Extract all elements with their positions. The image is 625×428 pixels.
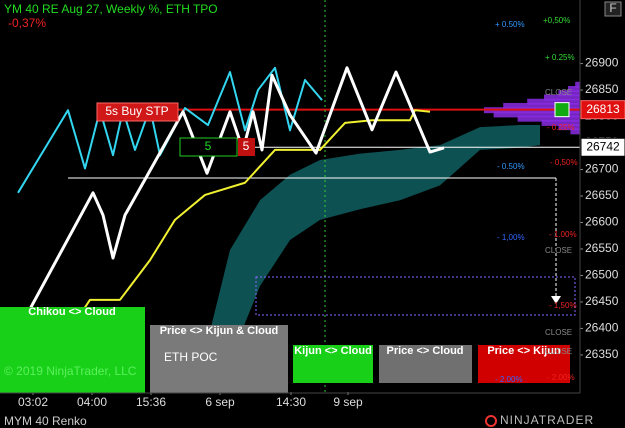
price-marker-label: 26742: [586, 139, 620, 153]
signal-label: Chikou <> Cloud: [28, 306, 115, 318]
position-icon: [554, 102, 570, 118]
y-tick-label: 26500: [585, 268, 619, 282]
profile-bar: [558, 124, 580, 131]
x-tick-label: 15:36: [136, 395, 166, 409]
y-tick-label: 26450: [585, 294, 619, 308]
percent-label: - 0.50%: [497, 162, 525, 171]
x-tick-label: 14:30: [276, 395, 306, 409]
percent-label: - 0.25%: [547, 123, 575, 132]
y-tick-label: 26700: [585, 162, 619, 176]
y-tick-label: 26650: [585, 188, 619, 202]
profile-bar: [544, 94, 580, 101]
y-tick-label: 26600: [585, 215, 619, 229]
price-marker-label: 26813: [586, 102, 620, 116]
x-tick-label: 04:00: [77, 395, 107, 409]
profile-bar: [493, 111, 580, 118]
percent-label: - 2.00%: [547, 373, 575, 382]
percent-label: + 0.50%: [495, 20, 525, 29]
signal-label: Price <> Kijun: [487, 345, 561, 357]
order-fill-box[interactable]: [238, 138, 255, 156]
logo-icon: [485, 415, 497, 427]
signal-box: [293, 345, 373, 383]
button[interactable]: [604, 1, 622, 17]
signal-box: [0, 307, 145, 393]
profile-bar: [527, 98, 580, 105]
instrument: MYM 40 Renko: [4, 414, 87, 428]
chart-subtitle: -0,37%: [8, 16, 46, 30]
copyright: © 2019 NinjaTrader, LLC: [4, 364, 137, 378]
profile-bar: [541, 119, 580, 126]
price-marker: [580, 137, 625, 157]
series-line: [39, 109, 431, 376]
profile-bar: [575, 81, 580, 88]
signal-label: Price <> Kijun & Cloud: [160, 325, 279, 337]
y-tick-label: 26400: [585, 321, 619, 335]
percent-label: CLOSE: [545, 246, 572, 255]
percent-label: CLOSE: [545, 328, 572, 337]
profile-bar: [503, 102, 580, 109]
percent-label: +0,50%: [543, 16, 570, 25]
y-tick-label: 26550: [585, 241, 619, 255]
y-tick-label: 26350: [585, 347, 619, 361]
profile-bar: [568, 85, 580, 92]
signal-label: Price <> Cloud: [386, 345, 463, 357]
series-line: [10, 66, 445, 343]
percent-label: + 0.25%: [545, 53, 575, 62]
under-layer: [178, 81, 580, 393]
signal-box: [150, 325, 288, 393]
signal-label: ETH POC: [164, 350, 218, 364]
order-filled[interactable]: 5: [243, 139, 250, 153]
percent-label: - 2.00%: [495, 375, 523, 384]
x-tick-label: 6 sep: [205, 395, 235, 409]
profile-bar: [517, 115, 580, 122]
profile-bar: [570, 128, 580, 135]
x-tick-label: 03:02: [18, 395, 48, 409]
signal-label: Kijun <> Cloud: [294, 345, 372, 357]
order-box[interactable]: [96, 102, 179, 122]
x-tick-label: 9 sep: [333, 395, 363, 409]
y-tick-label: 26900: [585, 56, 619, 70]
order-label[interactable]: 5s Buy STP: [105, 104, 168, 118]
profile-bar: [558, 90, 580, 97]
cloud: [195, 125, 540, 393]
percent-label: - 1,50%: [549, 301, 577, 310]
plot: 26350 26400 26450 26500 26550 26600 26650 26700…: [10, 56, 625, 409]
signal-box: [379, 345, 472, 383]
arrow-head: [551, 296, 561, 304]
percent-label: CLOSE: [545, 347, 572, 356]
button-label[interactable]: F: [609, 1, 616, 15]
signal-box: [478, 345, 570, 383]
poc-zone: [255, 276, 576, 316]
order-qty-box[interactable]: [179, 137, 238, 157]
y-tick-label: 26850: [585, 82, 619, 96]
percent-label: - 1.00%: [549, 230, 577, 239]
chart-title: YM 40 RE Aug 27, Weekly %, ETH TPO: [4, 2, 218, 16]
logo: NINJATRADER: [500, 413, 594, 427]
percent-label: - 0,50%: [550, 158, 578, 167]
percent-label: CLOSE: [545, 88, 572, 97]
percent-label: - 1,00%: [497, 233, 525, 242]
order-qty[interactable]: 5: [205, 139, 212, 153]
price-marker: [580, 100, 625, 120]
